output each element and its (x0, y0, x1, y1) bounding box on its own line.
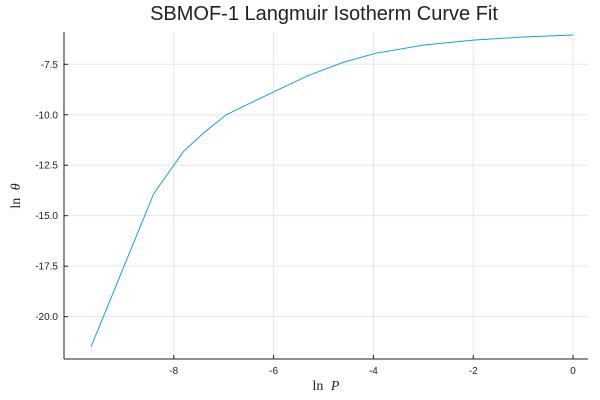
x-tick-label: 0 (570, 366, 576, 377)
chart-title: SBMOF-1 Langmuir Isotherm Curve Fit (150, 3, 498, 25)
x-ticks: -8 -6 -4 -2 0 (169, 355, 576, 377)
grid (64, 32, 588, 359)
y-tick-label: -17.5 (35, 262, 58, 273)
y-axis-label: ln θ (9, 183, 24, 208)
y-tick-label: -10.0 (35, 110, 58, 121)
series-line (90, 34, 574, 348)
y-axis-label-var: θ (9, 183, 24, 190)
x-tick-label: -8 (169, 366, 178, 377)
y-tick-label: -7.5 (41, 60, 59, 71)
y-tick-label: -20.0 (35, 312, 58, 323)
y-tick-label: -15.0 (35, 211, 58, 222)
x-axis-label-text: ln (313, 379, 324, 394)
y-axis-label-text: ln (9, 198, 24, 209)
series-layer (90, 34, 574, 348)
x-axis-label: ln P (313, 379, 340, 394)
y-ticks: -7.5 -10.0 -12.5 -15.0 -17.5 -20.0 (35, 60, 68, 323)
x-tick-label: -4 (369, 366, 378, 377)
axes (63, 32, 588, 360)
x-axis-label-var: P (330, 379, 340, 394)
x-tick-label: -6 (269, 366, 278, 377)
x-tick-label: -2 (469, 366, 478, 377)
y-tick-label: -12.5 (35, 161, 58, 172)
